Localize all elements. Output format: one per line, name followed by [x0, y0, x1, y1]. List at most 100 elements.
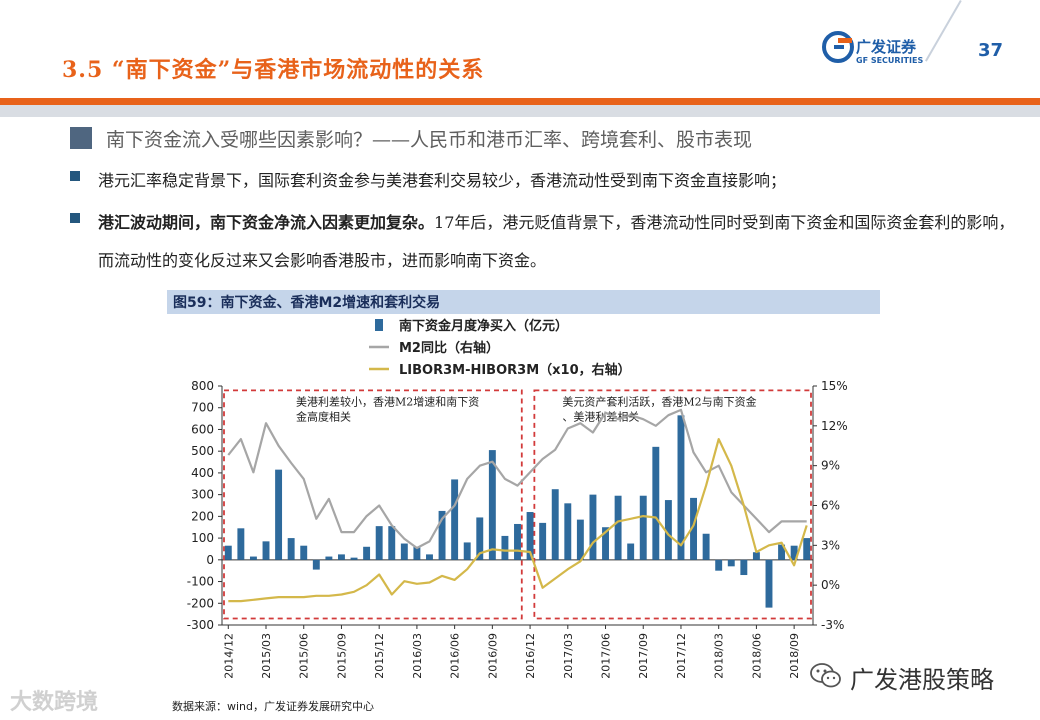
y-right-tick-label: -3%	[821, 618, 844, 632]
heading-square-icon	[70, 127, 92, 149]
bar-south-capital	[514, 523, 521, 560]
y-right-tick-label: 12%	[821, 419, 848, 433]
y-left-tick-label: 400	[191, 466, 214, 480]
x-tick-label: 2016/03	[411, 633, 424, 679]
bar-south-capital	[501, 535, 509, 560]
bar-south-capital	[690, 497, 698, 560]
x-tick-label: 2017/03	[562, 633, 575, 679]
gf-logo-icon	[822, 31, 854, 63]
data-source-note: 数据来源：wind，广发证券发展研究中心	[172, 700, 375, 713]
x-tick-label: 2017/09	[637, 633, 650, 679]
bar-south-capital	[426, 554, 433, 560]
bullet-square-icon	[70, 213, 80, 223]
bar-south-capital	[363, 546, 371, 560]
y-left-tick-label: -100	[187, 575, 214, 589]
bar-south-capital	[803, 538, 811, 560]
header-shadow-bar	[0, 105, 1040, 117]
bar-south-capital	[652, 446, 660, 560]
x-tick-label: 2015/03	[260, 633, 273, 679]
annotation-right-text: 、美港利差相关	[562, 409, 639, 423]
chart-title: 图59：南下资金、香港M2增速和套利交易	[173, 295, 441, 311]
bar-south-capital	[262, 541, 270, 560]
y-right-tick-label: 9%	[821, 459, 840, 473]
bar-south-capital	[602, 527, 609, 560]
bar-south-capital	[778, 544, 786, 560]
annotation-left-text: 美港利差较小，香港M2增速和南下资	[296, 394, 479, 408]
bar-south-capital	[677, 415, 685, 560]
x-tick-label: 2015/09	[335, 633, 348, 679]
y-right-tick-label: 6%	[821, 499, 840, 513]
y-right-tick-label: 15%	[821, 379, 848, 393]
y-left-tick-label: 500	[191, 444, 214, 458]
bar-south-capital	[539, 522, 547, 560]
bar-south-capital	[224, 545, 232, 560]
legend-label: 南下资金月度净买入（亿元）	[399, 318, 568, 334]
bar-south-capital	[488, 450, 496, 560]
y-right-tick-label: 3%	[821, 538, 840, 552]
annotation-left-text: 金高度相关	[296, 409, 351, 423]
bar-south-capital	[627, 543, 635, 560]
bullet-text: 港元汇率稳定背景下，国际套利资金参与美港套利交易较少，香港流动性受到南下资金直接…	[98, 171, 787, 190]
bar-south-capital	[526, 512, 534, 560]
bar-south-capital	[740, 559, 748, 576]
bar-south-capital	[463, 542, 471, 560]
bullet-bold-text: 港汇波动期间，南下资金净流入因素更加复杂。	[98, 213, 435, 232]
chart-title-bar: 图59：南下资金、香港M2增速和套利交易	[167, 290, 880, 314]
page-title: 3.5 “南下资金”与香港市场流动性的关系	[62, 57, 485, 83]
bar-south-capital	[551, 489, 559, 560]
logo-text-cn: 广发证券	[856, 38, 917, 56]
annotation-box-right	[533, 389, 812, 620]
bullet-square-icon	[70, 171, 80, 181]
header-accent-bar	[0, 98, 1040, 105]
annotation-right-text: 美元资产套利活跃，香港M2与南下资金	[562, 394, 756, 408]
bar-south-capital	[451, 479, 459, 560]
y-left-tick-label: 700	[191, 401, 214, 415]
legend-swatch-bar	[375, 319, 383, 331]
x-tick-label: 2015/12	[373, 633, 386, 679]
y-left-tick-label: 600	[191, 422, 214, 436]
annotation-box-left	[223, 389, 523, 620]
bar-south-capital	[388, 526, 396, 560]
legend-label: M2同比（右轴）	[399, 340, 499, 356]
bar-south-capital	[576, 519, 584, 560]
x-tick-label: 2017/12	[675, 633, 688, 679]
x-tick-label: 2018/09	[788, 633, 801, 679]
bar-south-capital	[312, 559, 320, 570]
x-tick-label: 2016/12	[524, 633, 537, 679]
y-left-tick-label: 200	[191, 509, 214, 523]
bullet-rest-text: 17年后，港元贬值背景下，香港流动性同时受到南下资金和国际资金套利的影响，而流动…	[98, 213, 1015, 270]
y-left-tick-label: -200	[187, 596, 214, 610]
y-left-tick-label: 100	[191, 531, 214, 545]
section-heading-text: 南下资金流入受哪些因素影响？——人民币和港币汇率、跨境套利、股市表现	[106, 128, 753, 151]
bar-south-capital	[375, 526, 383, 560]
x-tick-label: 2017/06	[600, 633, 613, 679]
bar-south-capital	[664, 500, 672, 560]
bar-south-capital	[639, 495, 647, 560]
watermark-left: 大数跨境	[10, 690, 99, 715]
bar-south-capital	[275, 469, 283, 560]
bar-south-capital	[790, 545, 798, 560]
y-left-tick-label: 800	[191, 379, 214, 393]
bar-south-capital	[715, 559, 723, 571]
bar-south-capital	[702, 533, 710, 560]
section-heading: 南下资金流入受哪些因素影响？——人民币和港币汇率、跨境套利、股市表现	[70, 122, 752, 154]
bar-south-capital	[287, 538, 295, 560]
bullet-item: 港汇波动期间，南下资金净流入因素更加复杂。17年后，港元贬值背景下，香港流动性同…	[70, 204, 1018, 280]
x-tick-label: 2016/09	[486, 633, 499, 679]
x-tick-label: 2016/06	[449, 633, 462, 679]
wechat-icon	[810, 663, 841, 688]
bar-south-capital	[413, 546, 421, 560]
line-libor-hibor-spread	[228, 437, 808, 603]
bar-south-capital	[614, 495, 622, 560]
bar-south-capital	[350, 557, 358, 560]
bar-south-capital	[438, 510, 446, 560]
company-logo: 广发证券 GF SECURITIES	[822, 30, 942, 70]
watermark-right: 广发港股策略	[850, 666, 994, 694]
x-tick-label: 2018/03	[713, 633, 726, 679]
bar-south-capital	[564, 503, 572, 560]
logo-text-en: GF SECURITIES	[856, 56, 924, 65]
bar-south-capital	[337, 554, 345, 560]
bullet-text: 港汇波动期间，南下资金净流入因素更加复杂。17年后，港元贬值背景下，香港流动性同…	[98, 204, 1018, 280]
bar-south-capital	[300, 545, 308, 560]
bar-south-capital	[249, 556, 257, 560]
